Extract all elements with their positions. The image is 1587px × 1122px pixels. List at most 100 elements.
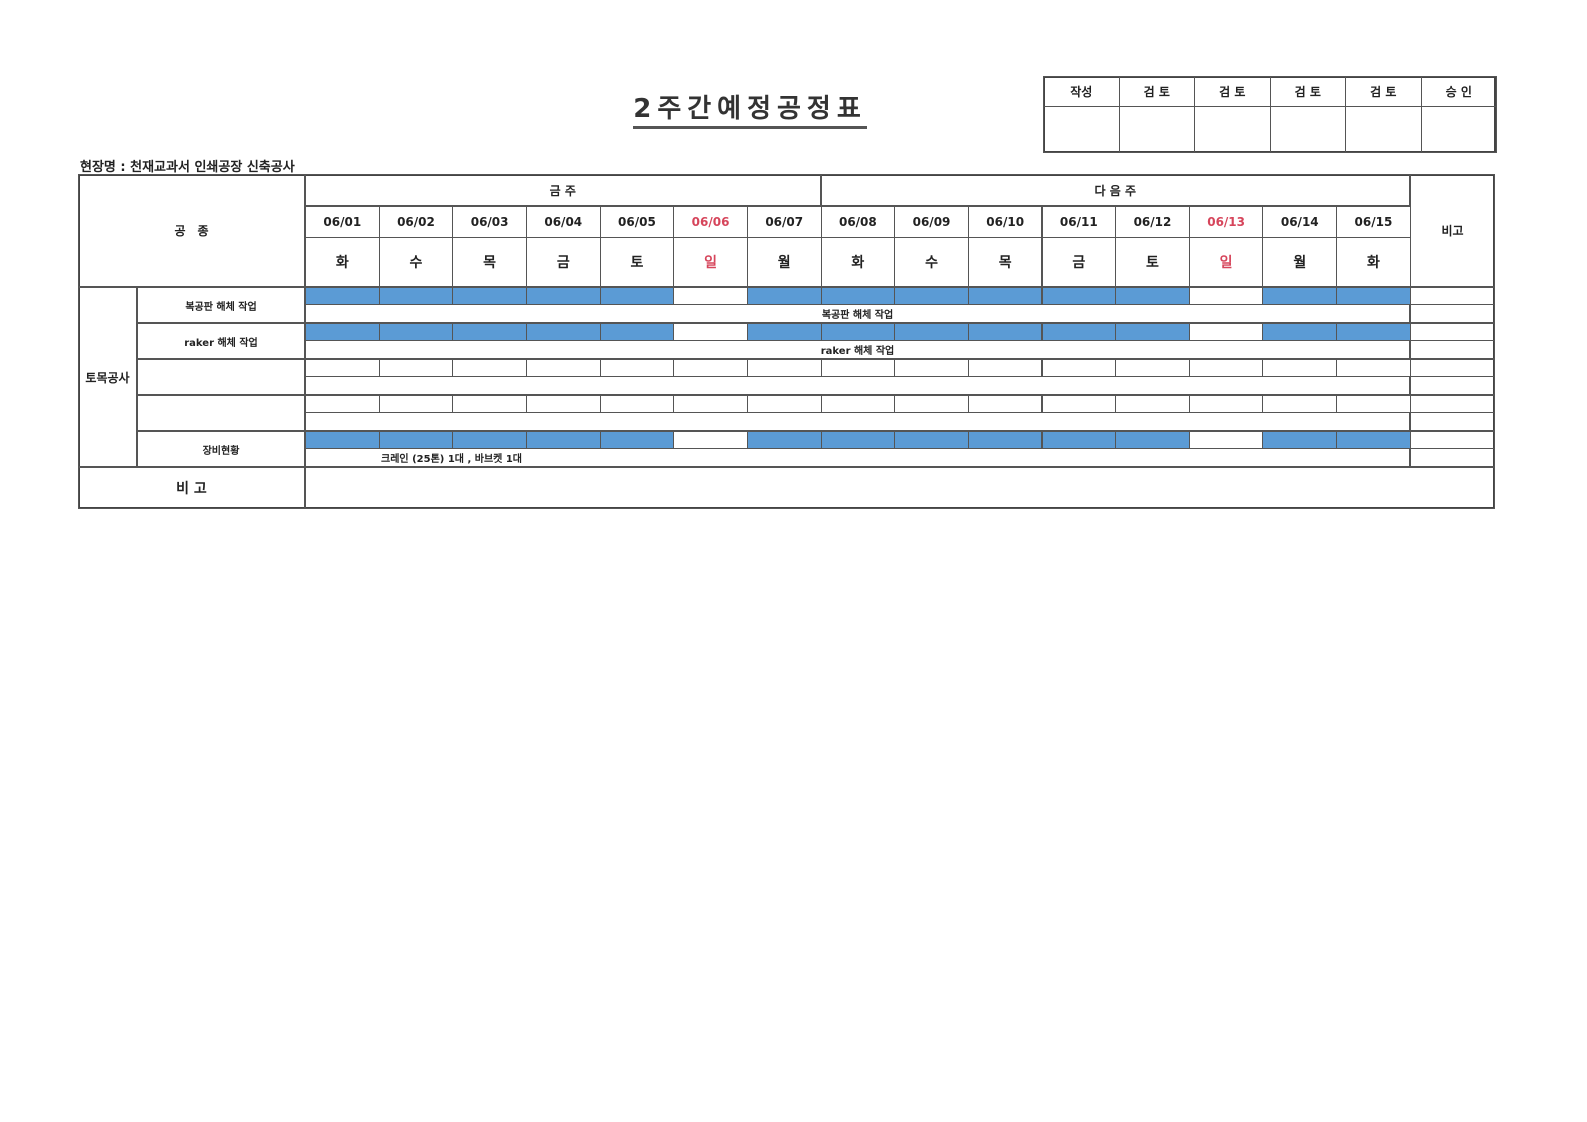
row-remark-bottom [1410, 448, 1495, 467]
task-bar-active [894, 431, 969, 449]
task-bar-empty [1188, 395, 1264, 413]
task-bar-empty [599, 359, 675, 377]
category-cell: 토목공사 [78, 287, 137, 467]
approval-header: 검 토 [1118, 76, 1195, 107]
task-bar-active [967, 287, 1043, 305]
task-bar-active [599, 323, 675, 341]
date-cell: 06/12 [1115, 206, 1190, 238]
row-remark-bottom [1410, 340, 1495, 359]
task-bar-active [1115, 431, 1190, 449]
task-bar-active [746, 323, 822, 341]
weekday-cell: 목 [967, 237, 1043, 287]
task-note: 복공판 해체 작업 [305, 304, 1410, 323]
date-cell: 06/06 [673, 206, 748, 238]
date-cell: 06/01 [305, 206, 380, 238]
row-remark-top [1410, 395, 1495, 413]
task-bar-active [967, 431, 1043, 449]
weekday-cell: 화 [1336, 237, 1411, 287]
task-bar-empty [820, 395, 896, 413]
approval-header: 작성 [1043, 76, 1120, 107]
task-bar-active [894, 323, 969, 341]
task-label: 복공판 해체 작업 [137, 287, 305, 323]
date-cell: 06/13 [1188, 206, 1264, 238]
date-cell: 06/04 [525, 206, 601, 238]
footer-label: 비 고 [78, 467, 305, 509]
task-bar-active [452, 287, 527, 305]
weekday-cell: 금 [1041, 237, 1117, 287]
task-bar-empty [673, 359, 748, 377]
weekday-cell: 일 [1188, 237, 1264, 287]
task-bar-empty [820, 359, 896, 377]
task-bar-active [305, 431, 380, 449]
task-bar-empty [599, 395, 675, 413]
task-bar-empty [1188, 287, 1264, 305]
task-bar-empty [1188, 323, 1264, 341]
date-cell: 06/08 [820, 206, 896, 238]
approval-header: 검 토 [1269, 76, 1346, 107]
weekday-cell: 토 [1115, 237, 1190, 287]
task-bar-empty [1262, 359, 1338, 377]
task-note: raker 해체 작업 [305, 340, 1410, 359]
task-bar-active [378, 323, 454, 341]
task-bar-empty [305, 359, 380, 377]
task-bar-active [1041, 431, 1117, 449]
task-bar-active [820, 431, 896, 449]
task-bar-active [1262, 287, 1338, 305]
task-label: raker 해체 작업 [137, 323, 305, 359]
date-cell: 06/09 [894, 206, 969, 238]
row-remark-bottom [1410, 304, 1495, 323]
weekday-cell: 토 [599, 237, 675, 287]
task-bar-empty [1041, 359, 1117, 377]
task-bar-active [599, 431, 675, 449]
task-bar-active [746, 287, 822, 305]
task-bar-empty [525, 359, 601, 377]
document-title: 2주간예정공정표 [600, 88, 900, 129]
task-bar-active [1336, 287, 1411, 305]
task-bar-active [1041, 323, 1117, 341]
task-bar-empty [378, 359, 454, 377]
task-bar-empty [746, 395, 822, 413]
trade-header: 공 종 [78, 174, 305, 287]
task-bar-active [1115, 287, 1190, 305]
task-note [305, 376, 1410, 395]
weekday-cell: 월 [1262, 237, 1338, 287]
date-cell: 06/14 [1262, 206, 1338, 238]
weekday-cell: 목 [452, 237, 527, 287]
task-bar-active [452, 323, 527, 341]
task-bar-empty [746, 359, 822, 377]
task-bar-empty [673, 431, 748, 449]
weekday-cell: 수 [378, 237, 454, 287]
task-bar-empty [967, 359, 1043, 377]
date-cell: 06/05 [599, 206, 675, 238]
task-label: 장비현황 [137, 431, 305, 467]
task-bar-empty [1115, 359, 1190, 377]
week-label-this: 금 주 [305, 174, 821, 206]
task-bar-active [305, 287, 380, 305]
task-note [305, 412, 1410, 431]
approval-sign-cell [1118, 106, 1195, 153]
title-text: 2주간예정공정표 [633, 94, 867, 129]
row-remark-top [1410, 431, 1495, 449]
task-bar-active [1336, 431, 1411, 449]
date-cell: 06/07 [746, 206, 822, 238]
task-bar-active [894, 287, 969, 305]
approval-header: 검 토 [1194, 76, 1271, 107]
task-bar-empty [1041, 395, 1117, 413]
task-bar-empty [1336, 395, 1411, 413]
weekday-cell: 월 [746, 237, 822, 287]
date-cell: 06/10 [967, 206, 1043, 238]
task-bar-empty [1188, 359, 1264, 377]
task-note: 크레인 (25톤) 1대 , 바브켓 1대 [305, 448, 1410, 467]
task-bar-active [1336, 323, 1411, 341]
row-remark-top [1410, 287, 1495, 305]
task-bar-active [746, 431, 822, 449]
task-bar-active [967, 323, 1043, 341]
task-bar-active [820, 323, 896, 341]
date-cell: 06/11 [1041, 206, 1117, 238]
task-bar-empty [452, 359, 527, 377]
task-bar-empty [1336, 359, 1411, 377]
task-bar-active [599, 287, 675, 305]
row-remark-bottom [1410, 376, 1495, 395]
task-label [137, 395, 305, 431]
approval-sign-cell [1043, 106, 1120, 153]
